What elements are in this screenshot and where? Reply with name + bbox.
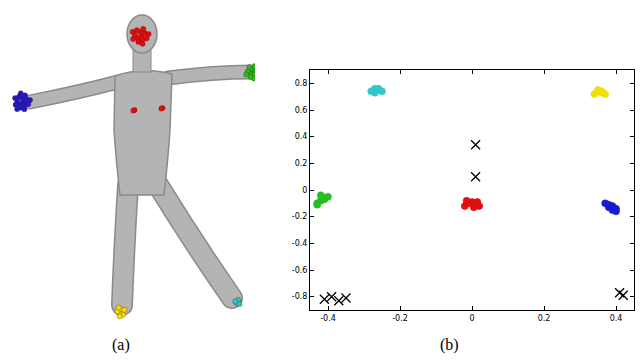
svg-text:0: 0	[469, 314, 474, 323]
svg-text:-0.2: -0.2	[292, 212, 308, 221]
svg-text:0.2: 0.2	[538, 314, 551, 323]
svg-text:0.4: 0.4	[295, 132, 308, 141]
svg-text:0.2: 0.2	[295, 159, 308, 168]
html-text:(a): (a)	[112, 336, 130, 353]
svg-text:-0.8: -0.8	[292, 292, 308, 301]
svg-text:0: 0	[302, 186, 307, 195]
svg-text:-0.4: -0.4	[320, 314, 336, 323]
svg-text:0.4: 0.4	[610, 314, 623, 323]
svg-text:0.6: 0.6	[295, 106, 308, 115]
svg-text:-0.6: -0.6	[292, 266, 308, 275]
svg-text:-0.2: -0.2	[392, 314, 408, 323]
html-text:(b): (b)	[440, 336, 459, 353]
svg-text:-0.4: -0.4	[292, 239, 308, 248]
svg-text:0.8: 0.8	[295, 79, 308, 88]
